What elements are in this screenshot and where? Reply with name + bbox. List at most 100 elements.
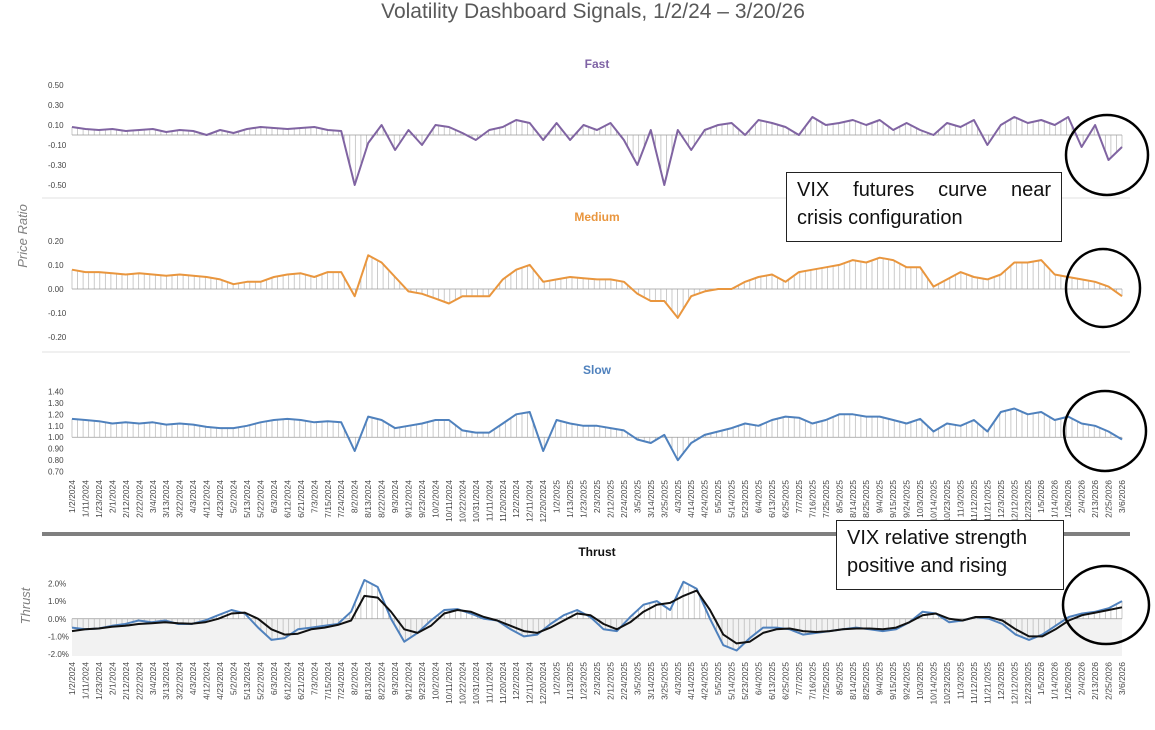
callout-vix-curve-line1: VIX futures curve near (797, 179, 1051, 201)
value-bars-medium (71, 257, 1123, 318)
x-tick-label-top: 9/12/2024 (404, 480, 414, 518)
x-tick-label-bottom: 11/20/2024 (498, 662, 508, 704)
x-tick-label-top: 8/5/2025 (834, 480, 844, 513)
x-tick-label-bottom: 7/24/2024 (336, 662, 346, 700)
x-tick-label-top: 10/31/2024 (471, 480, 481, 523)
x-tick-label-bottom: 10/3/2025 (915, 662, 925, 700)
negative-region (72, 618, 1122, 656)
callout-vix-strength: VIX relative strength positive and risin… (836, 520, 1064, 590)
x-tick-label-top: 12/20/2024 (538, 480, 548, 523)
callout-vix-curve-line2: crisis configuration (797, 207, 963, 229)
x-tick-label-top: 3/4/2024 (148, 480, 158, 513)
x-tick-label-bottom: 5/23/2025 (740, 662, 750, 700)
y-tick-label: 0.30 (48, 101, 64, 110)
callout-vix-strength-line2: positive and rising (847, 555, 1008, 577)
x-tick-label-top: 2/1/2024 (107, 480, 117, 513)
x-tick-label-top: 7/15/2024 (323, 480, 333, 518)
x-tick-label-bottom: 7/3/2024 (309, 662, 319, 695)
x-tick-label-top: 11/21/2025 (982, 480, 992, 522)
x-tick-label-top: 9/24/2025 (902, 480, 912, 518)
x-tick-label-bottom: 12/20/2024 (538, 662, 548, 705)
x-tick-label-top: 6/3/2024 (269, 480, 279, 513)
y-tick-label: 0.20 (48, 237, 64, 246)
x-tick-label-bottom: 8/13/2024 (363, 662, 373, 700)
x-tick-label-top: 9/23/2024 (417, 480, 427, 518)
x-tick-label-top: 5/2/2024 (229, 480, 239, 513)
x-tick-label-top: 3/5/2025 (632, 480, 642, 513)
x-tick-label-top: 3/13/2024 (161, 480, 171, 518)
x-tick-label-bottom: 12/23/2025 (1023, 662, 1033, 705)
plot-area: Fast 0.50 0.30 0.10 -0.10 -0.30 -0.50 Medium 0.2… (42, 57, 1130, 705)
x-tick-label-top: 1/23/2025 (579, 480, 589, 518)
x-tick-label-bottom: 2/3/2025 (592, 662, 602, 695)
x-tick-label-bottom: 12/12/2025 (1009, 662, 1019, 705)
x-tick-label-top: 7/25/2025 (821, 480, 831, 518)
x-tick-label-bottom: 12/11/2024 (525, 662, 535, 704)
x-tick-label-top: 7/3/2024 (309, 480, 319, 513)
x-tick-label-top: 8/25/2025 (861, 480, 871, 518)
y-tick-label: -0.10 (48, 141, 67, 150)
x-tick-label-bottom: 9/4/2025 (875, 662, 885, 695)
highlight-circle (1062, 389, 1148, 473)
x-tick-label-top: 10/23/2025 (942, 480, 952, 523)
x-tick-label-bottom: 6/13/2025 (767, 662, 777, 700)
x-tick-label-bottom: 10/22/2024 (457, 662, 467, 705)
x-tick-label-top: 2/24/2025 (619, 480, 629, 518)
x-tick-label-top: 9/4/2025 (875, 480, 885, 513)
x-tick-label-bottom: 11/11/2024 (484, 662, 494, 704)
y-tick-label: 0.10 (48, 121, 64, 130)
x-tick-label-bottom: 8/2/2024 (350, 662, 360, 695)
x-tick-label-top: 6/13/2025 (767, 480, 777, 518)
x-tick-label-top: 1/2/2024 (67, 480, 77, 513)
callout-vix-curve: VIX futures curve near crisis configurat… (786, 172, 1062, 242)
callout-vix-strength-line1: VIX relative strength (847, 527, 1028, 549)
x-tick-label-top: 2/13/2026 (1090, 480, 1100, 518)
y-tick-label: 1.00 (48, 433, 64, 442)
x-tick-label-bottom: 5/2/2024 (229, 662, 239, 695)
x-tick-label-top: 1/5/2026 (1036, 480, 1046, 513)
x-tick-label-bottom: 7/16/2025 (807, 662, 817, 700)
x-tick-label-bottom: 3/4/2024 (148, 662, 158, 695)
x-tick-label-top: 4/3/2025 (673, 480, 683, 513)
x-tick-label-top: 5/13/2024 (242, 480, 252, 518)
x-tick-label-bottom: 2/12/2024 (121, 662, 131, 700)
x-tick-label-bottom: 2/4/2026 (1077, 662, 1087, 695)
x-tick-label-bottom: 4/12/2024 (202, 662, 212, 700)
x-tick-label-top: 10/22/2024 (457, 480, 467, 523)
x-tick-label-top: 4/24/2025 (700, 480, 710, 518)
x-tick-label-bottom: 3/13/2024 (161, 662, 171, 700)
x-tick-label-top: 6/25/2025 (781, 480, 791, 518)
x-tick-label-top: 5/5/2025 (713, 480, 723, 513)
x-tick-label-top: 10/3/2025 (915, 480, 925, 518)
x-tick-label-bottom: 3/25/2025 (659, 662, 669, 700)
x-tick-label-top: 4/14/2025 (686, 480, 696, 518)
x-tick-label-bottom: 6/3/2024 (269, 662, 279, 695)
x-tick-label-top: 7/7/2025 (794, 480, 804, 513)
y-tick-label: 0.90 (48, 445, 64, 454)
x-tick-label-bottom: 3/5/2025 (632, 662, 642, 695)
x-tick-label-bottom: 1/13/2025 (565, 662, 575, 700)
y-tick-label: 1.20 (48, 410, 64, 419)
x-tick-label-bottom: 9/3/2024 (390, 662, 400, 695)
y-tick-label: 1.10 (48, 422, 64, 431)
x-tick-label-bottom: 2/22/2024 (134, 662, 144, 700)
x-tick-label-bottom: 2/24/2025 (619, 662, 629, 700)
x-tick-label-bottom: 8/14/2025 (848, 662, 858, 700)
x-tick-label-bottom: 1/23/2024 (94, 662, 104, 700)
panel-title-fast: Fast (585, 57, 610, 71)
series-line-fast (71, 116, 1123, 186)
y-tick-label: -0.50 (48, 181, 67, 190)
x-tick-label-top: 3/22/2024 (175, 480, 185, 518)
y-tick-label: 0.10 (48, 261, 64, 270)
x-tick-label-top: 10/11/2024 (444, 480, 454, 522)
x-tick-label-top: 3/25/2025 (659, 480, 669, 518)
x-tick-label-top: 10/14/2025 (929, 480, 939, 523)
y-axis-label-price-ratio: Price Ratio (15, 204, 30, 268)
value-bars-slow (71, 409, 1123, 460)
y-tick-label: -2.0% (48, 650, 69, 659)
panel-title-thrust: Thrust (578, 545, 615, 559)
x-tick-label-top: 1/23/2024 (94, 480, 104, 518)
x-tick-label-bottom: 5/5/2025 (713, 662, 723, 695)
y-tick-label: 2.0% (48, 580, 66, 589)
